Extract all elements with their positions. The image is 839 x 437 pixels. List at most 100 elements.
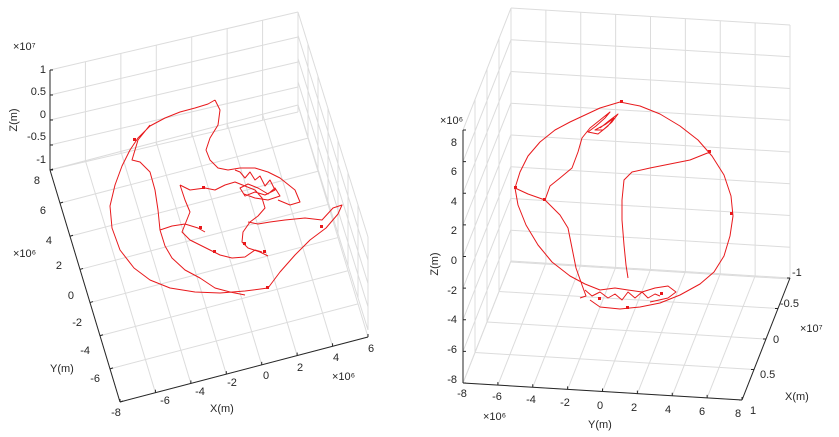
plot-right-x-exponent: ×10⁷ <box>800 323 823 335</box>
trajectory-marker <box>199 226 202 229</box>
plot-left-y-label: Y(m) <box>50 363 74 375</box>
tick-mark <box>109 367 114 370</box>
z-tick: 1 <box>40 64 46 76</box>
grid-line <box>109 303 359 370</box>
plot-right-grid <box>462 7 791 401</box>
plot-right-axes <box>462 130 791 401</box>
y-tick: -6 <box>90 373 100 385</box>
plot-right-x-ticklabels: -1 -0.5 0 0.5 1 <box>750 267 802 417</box>
z-tick: 4 <box>451 196 457 208</box>
z-tick: 6 <box>451 166 457 178</box>
y-tick: 6 <box>40 205 46 217</box>
plot-right-z-label: Z(m) <box>429 252 441 275</box>
y-tick: 4 <box>46 235 52 247</box>
y-tick: 8 <box>34 175 40 187</box>
plot-left-trajectory <box>109 99 343 296</box>
grid-line <box>59 137 309 204</box>
trajectory-marker <box>202 186 205 189</box>
trajectory-line <box>109 99 343 296</box>
y-tick: 0 <box>68 290 74 302</box>
trajectory-marker <box>543 198 546 201</box>
grid-line <box>226 123 298 356</box>
z-tick: -0.5 <box>27 131 46 143</box>
grid-line <box>49 11 299 71</box>
y-tick: -6 <box>492 391 502 403</box>
y-tick: -4 <box>526 394 536 406</box>
plot-left-x-label: X(m) <box>210 403 234 415</box>
z-tick: -8 <box>447 374 457 386</box>
grid-line <box>120 151 192 384</box>
plot-left-y-axis <box>49 169 121 403</box>
tick-mark <box>99 334 104 337</box>
z-tick: -6 <box>447 344 457 356</box>
y-tick: -8 <box>457 388 467 400</box>
y-tick: 0 <box>597 400 603 412</box>
y-tick: 4 <box>665 404 671 416</box>
y-tick: -2 <box>560 397 570 409</box>
grid-line <box>498 291 779 309</box>
x-tick: -0.5 <box>780 298 799 310</box>
grid-line <box>297 11 369 238</box>
y-tick: -4 <box>80 345 90 357</box>
trajectory-marker <box>660 292 663 295</box>
plot-right-trajectory <box>514 100 734 310</box>
z-tick: -2 <box>447 285 457 297</box>
y-tick: 2 <box>631 402 637 414</box>
x-tick: -4 <box>195 386 205 398</box>
trajectory-marker <box>266 286 269 289</box>
grid-line <box>49 61 299 121</box>
grid-line <box>49 111 299 171</box>
x-tick: -2 <box>227 377 237 389</box>
tick-mark <box>89 301 94 304</box>
grid-line <box>49 36 299 96</box>
trajectory-marker <box>243 242 246 245</box>
y-tick: 6 <box>699 406 705 418</box>
trajectory-marker <box>620 100 623 103</box>
grid-line <box>297 104 369 331</box>
grid-line <box>49 104 299 171</box>
x-tick: 0 <box>263 370 269 382</box>
plot-right-x-axis <box>741 277 791 401</box>
z-tick: 0 <box>40 109 46 121</box>
trajectory-markers <box>133 138 323 289</box>
x-tick: -6 <box>160 395 170 407</box>
z-tick: 0 <box>451 255 457 267</box>
plot-left-x-ticklabels: -8 -6 -4 -2 0 2 4 6 <box>111 343 374 419</box>
plot-right-y-axis <box>462 382 743 401</box>
z-tick: 8 <box>451 137 457 149</box>
trajectory-marker <box>133 138 136 141</box>
trajectory-markers <box>514 100 733 309</box>
trajectory-marker <box>320 225 323 228</box>
y-tick: 8 <box>735 408 741 420</box>
x-tick: -8 <box>111 407 121 419</box>
plot-left-x-exponent: ×10⁶ <box>332 371 355 383</box>
grid-line <box>84 160 156 393</box>
plot-left-y-exponent: ×10⁶ <box>13 248 36 260</box>
tick-mark <box>79 267 84 270</box>
z-tick: -1 <box>36 154 46 166</box>
trajectory-marker <box>514 186 517 189</box>
trajectory-marker <box>263 250 266 253</box>
z-tick: 2 <box>451 225 457 237</box>
plot-right-x-label: X(m) <box>785 391 809 403</box>
z-tick: -4 <box>447 314 457 326</box>
x-tick: 0.5 <box>760 369 775 381</box>
plot-left-axes <box>49 70 369 403</box>
y-tick: 2 <box>56 260 62 272</box>
grid-line <box>297 35 369 261</box>
y-tick: -2 <box>72 317 82 329</box>
x-tick: 4 <box>333 352 339 364</box>
x-tick: 0 <box>773 334 779 346</box>
plot-left-z-label: Z(m) <box>8 108 20 131</box>
plot-left: 1 0.5 0 -0.5 -1 ×10⁷ Z(m) 8 6 4 2 0 -2 -… <box>8 11 374 419</box>
plot-right: 8 6 4 2 0 -2 -4 -6 -8 ×10⁶ Z(m) -8 -6 -4… <box>429 7 823 431</box>
x-tick: 1 <box>750 405 756 417</box>
plot-right-y-exponent: ×10⁶ <box>483 411 506 423</box>
grid-line <box>79 203 329 270</box>
grid-line <box>89 237 339 304</box>
grid-line <box>486 321 767 340</box>
grid-line <box>297 58 369 284</box>
tick-mark <box>69 234 74 237</box>
plot-right-y-label: Y(m) <box>588 419 612 431</box>
